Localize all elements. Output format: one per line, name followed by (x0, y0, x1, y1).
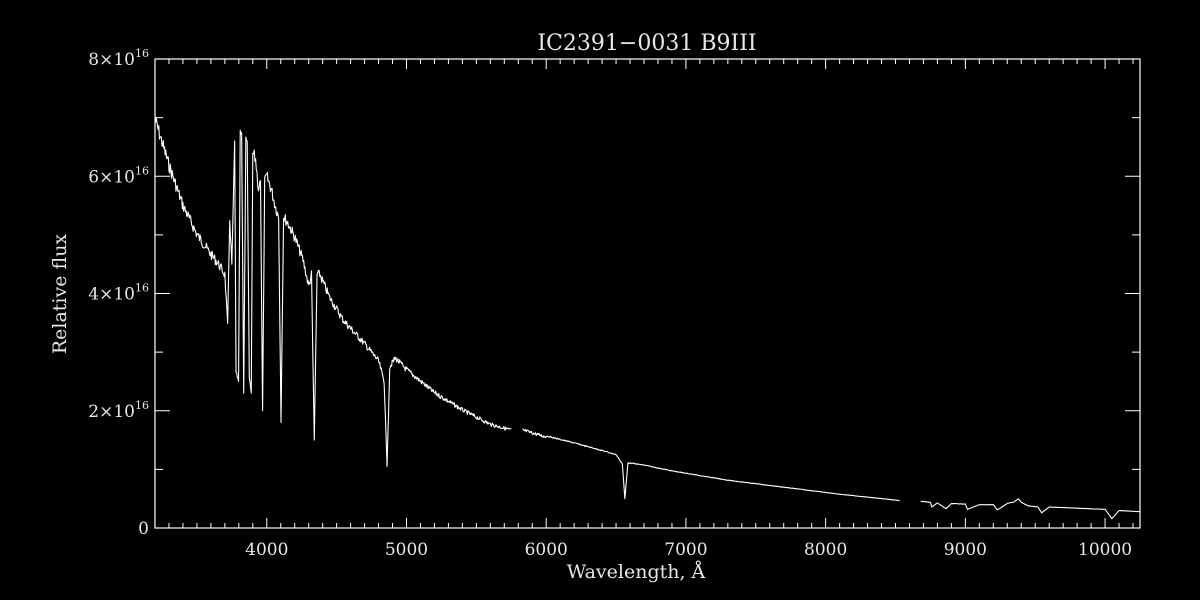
x-tick-label: 5000 (385, 540, 428, 560)
x-tick-label: 8000 (804, 540, 847, 560)
x-tick-label: 4000 (245, 540, 288, 560)
x-tick-label: 7000 (664, 540, 707, 560)
x-tick-labels: 4000 5000 6000 7000 8000 9000 10000 (245, 540, 1132, 560)
x-tick-label: 6000 (525, 540, 568, 560)
y-tick-label: 2×1016 (88, 399, 149, 422)
y-tick-label: 4×1016 (88, 282, 149, 305)
y-axis-label: Relative flux (49, 234, 71, 355)
y-tick-label: 8×1016 (88, 47, 149, 70)
spectrum-segment-1 (154, 117, 512, 467)
x-tick-label: 10000 (1078, 540, 1132, 560)
x-axis-label: Wavelength, Å (567, 561, 706, 583)
y-tick-labels: 0 2×1016 4×1016 6×1016 8×1016 (88, 47, 149, 539)
spectrum-series (154, 117, 1141, 520)
x-tick-label: 9000 (944, 540, 987, 560)
spectrum-segment-2 (522, 428, 900, 502)
plot-frame (154, 58, 1141, 529)
axis-ticks (154, 58, 1140, 529)
chart-title: IC2391−0031 B9III (537, 31, 756, 56)
y-tick-label: 0 (138, 519, 149, 539)
spectrum-segment-3 (920, 498, 1141, 520)
y-tick-label: 6×1016 (88, 164, 149, 187)
